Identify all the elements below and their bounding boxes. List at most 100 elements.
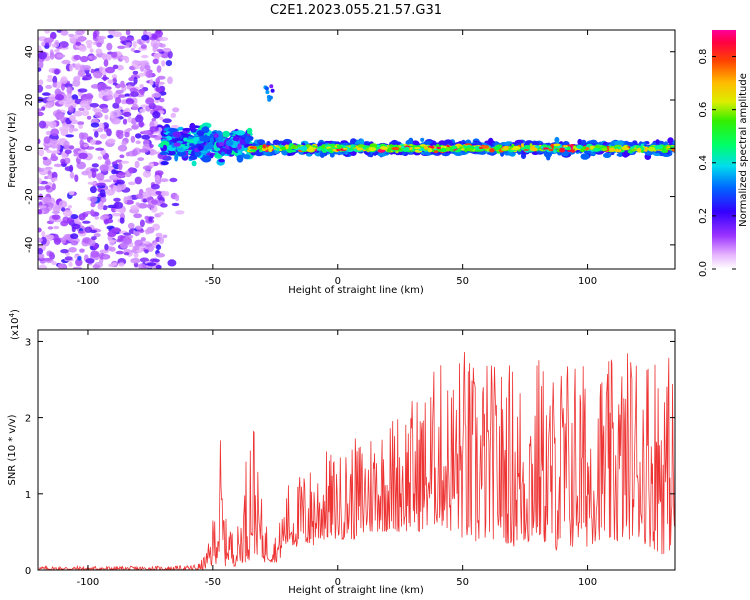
x-tick-label: -100 [77, 276, 100, 287]
heatmap-cell [108, 263, 116, 268]
heatmap-cell [268, 95, 273, 100]
heatmap-cell [89, 229, 97, 234]
heatmap-cell [155, 244, 162, 250]
heatmap-cell [488, 137, 494, 145]
heatmap-cell [159, 97, 165, 103]
heatmap-cell [106, 128, 112, 137]
heatmap-cell [41, 196, 52, 203]
snr-marks [38, 351, 675, 570]
heatmap-cell [160, 203, 168, 208]
y-tick-label: 1 [25, 490, 31, 501]
heatmap-cell [57, 263, 63, 269]
heatmap-cell [128, 167, 134, 174]
heatmap-cell [369, 143, 378, 148]
heatmap-cell [337, 145, 342, 150]
heatmap-cell [594, 145, 602, 149]
heatmap-cell [70, 214, 79, 220]
heatmap-cell [71, 94, 79, 101]
x-tick-label: -50 [205, 577, 221, 588]
heatmap-cell [144, 215, 149, 220]
heatmap-cell [63, 157, 71, 164]
heatmap-cell [73, 54, 81, 61]
heatmap-cell [150, 183, 160, 190]
heatmap-cell [56, 143, 61, 152]
heatmap-cell [151, 34, 157, 40]
heatmap-cell [38, 237, 43, 243]
heatmap-cell [64, 256, 73, 261]
heatmap-cell [124, 44, 130, 48]
heatmap-cell [74, 174, 79, 182]
heatmap-cell [182, 145, 189, 150]
heatmap-cell [232, 135, 240, 142]
heatmap-cell [423, 146, 429, 150]
heatmap-cell [69, 172, 75, 179]
heatmap-cell [197, 140, 202, 144]
heatmap-cell [60, 30, 69, 36]
heatmap-cell [170, 112, 176, 118]
colorbar-label: Normalized spectral amplitude [738, 73, 749, 227]
heatmap-cell [68, 127, 74, 133]
heatmap-cell [75, 30, 85, 35]
heatmap-cell [464, 148, 468, 153]
heatmap-cell [130, 205, 140, 211]
heatmap-cell [157, 194, 163, 201]
heatmap-cell [75, 41, 82, 46]
heatmap-cell [104, 218, 114, 224]
heatmap-cell [72, 266, 83, 269]
heatmap-cell [90, 201, 96, 208]
heatmap-cell [520, 153, 527, 160]
heatmap-cell [96, 42, 102, 48]
heatmap-cell [97, 203, 104, 210]
heatmap-cell [134, 65, 141, 70]
heatmap-cell [105, 158, 111, 166]
heatmap-cell [139, 88, 145, 96]
heatmap-cell [329, 153, 335, 158]
heatmap-cell [254, 151, 264, 157]
heatmap-cell [655, 139, 660, 145]
heatmap-cell [553, 143, 561, 147]
heatmap-cell [443, 139, 453, 146]
heatmap-cell [159, 178, 169, 183]
heatmap-cell [209, 136, 214, 144]
heatmap-cell [108, 239, 117, 243]
heatmap-cell [262, 144, 267, 149]
heatmap-cell [118, 262, 125, 267]
heatmap-cell [160, 140, 170, 148]
heatmap-cell [78, 152, 88, 159]
heatmap-cell [201, 155, 212, 163]
heatmap-cell [69, 114, 76, 122]
heatmap-cell [49, 51, 55, 60]
heatmap-cell [495, 145, 500, 149]
heatmap-cell [44, 30, 51, 34]
heatmap-cell [209, 153, 214, 159]
heatmap-cell [94, 112, 103, 119]
heatmap-cell [46, 149, 52, 154]
heatmap-cell [145, 70, 153, 78]
heatmap-cell [61, 59, 71, 65]
heatmap-cell [517, 149, 522, 152]
heatmap-cell [90, 209, 95, 216]
heatmap-cell [68, 145, 75, 150]
heatmap-cell [132, 41, 137, 49]
heatmap-cell [65, 134, 74, 138]
heatmap-cell [68, 261, 73, 267]
heatmap-cell [139, 108, 146, 113]
heatmap-cell [124, 93, 130, 97]
heatmap-cell [101, 107, 109, 114]
heatmap-cell [71, 226, 76, 233]
heatmap-cell [162, 144, 167, 152]
heatmap-cell [38, 248, 43, 255]
heatmap-cell [197, 130, 205, 137]
heatmap-cell [119, 154, 125, 159]
heatmap-cell [111, 117, 121, 125]
heatmap-cell [92, 264, 101, 269]
heatmap-cell [667, 137, 674, 145]
heatmap-cell [141, 54, 149, 59]
heatmap-cell [112, 185, 118, 192]
heatmap-cell [580, 153, 590, 160]
heatmap-cell [159, 36, 169, 41]
heatmap-cell [182, 127, 192, 132]
heatmap-cell [132, 60, 142, 65]
heatmap-cell [52, 210, 60, 214]
heatmap-cell [42, 158, 52, 166]
